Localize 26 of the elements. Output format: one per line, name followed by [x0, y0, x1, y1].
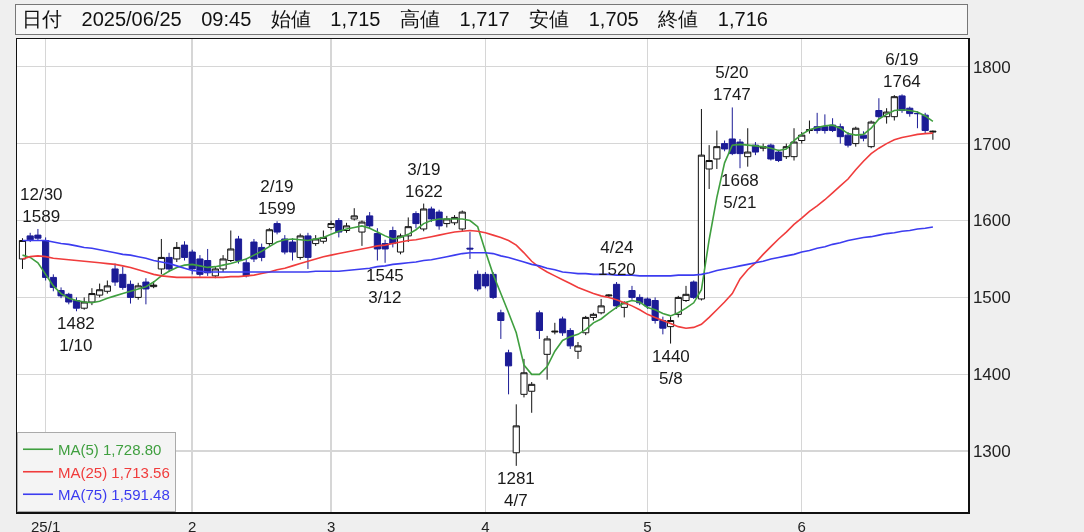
y-tick-label: 1300	[972, 442, 1011, 462]
annotation: 5/20 1747	[713, 63, 751, 105]
x-tick-label: 2	[188, 517, 197, 532]
y-tick-label: 1500	[972, 288, 1011, 308]
annotation: 1281 4/7	[497, 469, 535, 511]
x-tick-label: 4	[481, 517, 490, 532]
annotation: 2/19 1599	[258, 177, 296, 219]
x-tick-label: 5	[643, 517, 652, 532]
annotation: 3/19 1622	[405, 160, 443, 202]
y-tick-label: 1800	[972, 57, 1011, 77]
chart-title: 日付 2025/06/25 09:45 始値 1,715 高値 1,717 安値 1,705 終値 1,716	[15, 4, 968, 35]
x-tick-label: 25/1	[31, 517, 61, 532]
x-tick-label: 6	[797, 517, 806, 532]
y-tick-label: 1700	[972, 134, 1011, 154]
legend-label: MA(5) 1,728.80	[58, 441, 162, 459]
x-tick-label: 3	[326, 517, 336, 532]
annotation: 12/30 1589	[20, 185, 63, 227]
y-tick-label: 1600	[972, 211, 1011, 231]
legend-label: MA(25) 1,713.56	[58, 463, 170, 481]
annotation: 1668 5/21	[721, 171, 759, 213]
annotation: 6/19 1764	[883, 50, 921, 92]
legend-label: MA(75) 1,591.48	[58, 486, 170, 504]
y-tick-label: 1400	[972, 365, 1011, 385]
annotation: 1482 1/10	[57, 314, 95, 356]
annotation: 1440 5/8	[652, 347, 690, 389]
annotation: 1545 3/12	[366, 266, 404, 308]
